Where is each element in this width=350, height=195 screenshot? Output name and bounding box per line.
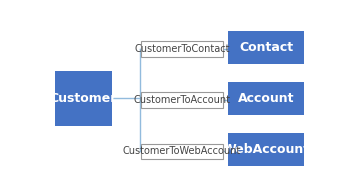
Text: Customer: Customer [49, 92, 117, 105]
FancyBboxPatch shape [141, 92, 223, 108]
Text: Contact: Contact [239, 41, 293, 54]
FancyBboxPatch shape [228, 82, 304, 115]
FancyBboxPatch shape [55, 71, 112, 126]
FancyBboxPatch shape [141, 41, 223, 57]
Text: CustomerToWebAccount: CustomerToWebAccount [123, 146, 241, 156]
FancyBboxPatch shape [141, 144, 223, 159]
Text: WebAccount: WebAccount [223, 143, 310, 156]
FancyBboxPatch shape [228, 31, 304, 64]
Text: Account: Account [238, 92, 294, 105]
FancyBboxPatch shape [228, 133, 304, 166]
Text: CustomerToAccount: CustomerToAccount [134, 95, 231, 105]
Text: CustomerToContact: CustomerToContact [134, 44, 230, 54]
